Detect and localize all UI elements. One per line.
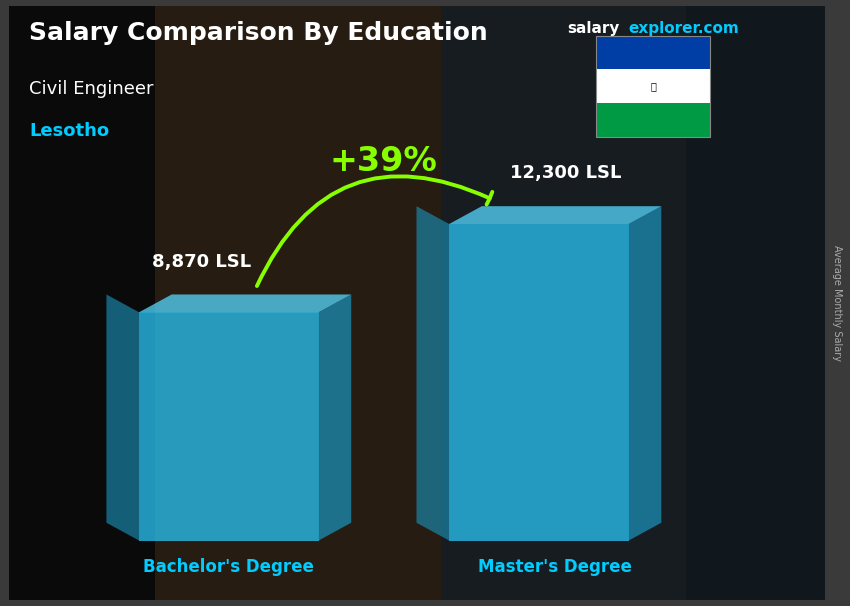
Bar: [686, 6, 824, 600]
Text: Salary Comparison By Education: Salary Comparison By Education: [29, 21, 488, 45]
Bar: [596, 36, 711, 70]
Polygon shape: [106, 295, 139, 541]
Polygon shape: [629, 206, 661, 541]
Text: Civil Engineer: Civil Engineer: [29, 81, 153, 98]
Text: Bachelor's Degree: Bachelor's Degree: [144, 558, 314, 576]
Bar: [441, 6, 686, 600]
Polygon shape: [416, 206, 449, 541]
Polygon shape: [449, 206, 661, 224]
Text: 🎩: 🎩: [650, 81, 656, 92]
Bar: [596, 70, 711, 103]
Text: Master's Degree: Master's Degree: [479, 558, 632, 576]
Text: +39%: +39%: [329, 145, 437, 178]
Bar: [156, 6, 441, 600]
Polygon shape: [139, 312, 319, 541]
Text: 8,870 LSL: 8,870 LSL: [152, 253, 252, 271]
Polygon shape: [319, 295, 351, 541]
Polygon shape: [139, 295, 351, 312]
Bar: [596, 36, 711, 137]
Bar: [596, 103, 711, 137]
Bar: [8, 6, 156, 600]
Text: Lesotho: Lesotho: [29, 122, 109, 140]
Text: salary: salary: [568, 21, 620, 36]
Text: Average Monthly Salary: Average Monthly Salary: [832, 245, 842, 361]
Polygon shape: [449, 224, 629, 541]
Text: explorer.com: explorer.com: [629, 21, 740, 36]
Text: 12,300 LSL: 12,300 LSL: [510, 164, 621, 182]
